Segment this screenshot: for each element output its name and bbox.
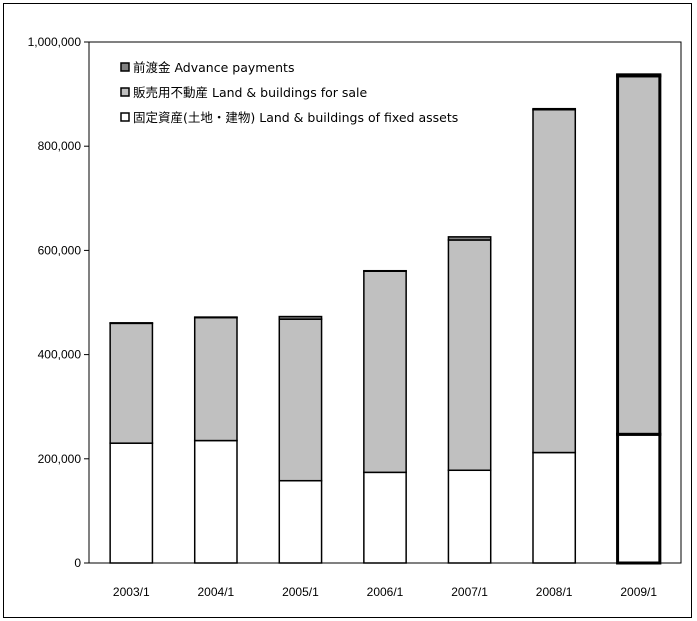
bar-segment: [193, 316, 238, 319]
bar-segment: [616, 432, 662, 565]
bar-segment: [109, 442, 154, 564]
legend-label: 前渡金 Advance payments: [133, 60, 294, 75]
plot-area: 0 200,000 400,000 600,000 800,000 1,000,000 2…: [28, 35, 682, 599]
bar-segment: [193, 439, 238, 564]
x-tick-label: 2007/1: [451, 585, 488, 599]
legend-label: 販売用不動産 Land & buildings for sale: [133, 85, 368, 100]
bar-segment: [616, 73, 662, 78]
y-axis: 0 200,000 400,000 600,000 800,000 1,000,000: [28, 35, 89, 570]
bar-segment: [363, 471, 407, 564]
bar-segment: [616, 74, 662, 436]
bar-segment: [447, 239, 492, 472]
y-tick-label: 400,000: [38, 348, 82, 362]
legend-swatch: [120, 87, 130, 97]
x-tick-label: 2009/1: [620, 585, 657, 599]
y-tick-label: 800,000: [38, 139, 82, 153]
bar-segment: [363, 270, 407, 474]
x-tick-label: 2008/1: [536, 585, 573, 599]
legend: 前渡金 Advance payments 販売用不動産 Land & buildi…: [120, 60, 458, 125]
bar-segment: [278, 318, 323, 482]
x-tick-label: 2004/1: [198, 585, 235, 599]
y-tick-label: 1,000,000: [28, 35, 82, 49]
legend-swatch: [120, 112, 130, 122]
legend-swatch: [120, 62, 130, 72]
bar-segment: [278, 315, 323, 320]
x-tick-label: 2003/1: [113, 585, 150, 599]
y-tick-label: 0: [74, 556, 81, 570]
bar-segment: [363, 269, 407, 272]
bar-segment: [532, 108, 577, 454]
x-tick-label: 2006/1: [367, 585, 404, 599]
bars: [109, 73, 662, 565]
bar-segment: [532, 451, 577, 564]
bar-segment: [109, 322, 154, 325]
x-tick-label: 2005/1: [282, 585, 319, 599]
bar-segment: [278, 479, 323, 564]
y-tick-label: 600,000: [38, 243, 82, 257]
x-axis: 2003/1 2004/1 2005/1 2006/1 2007/1 2008/1 2009…: [113, 585, 657, 599]
bar-segment: [109, 322, 154, 444]
legend-label: 固定資産(土地・建物) Land & buildings of fixed as…: [133, 110, 458, 125]
bar-segment: [447, 469, 492, 564]
y-tick-label: 200,000: [38, 452, 82, 466]
bar-segment: [532, 107, 577, 111]
bar-segment: [193, 316, 238, 442]
bar-segment: [447, 236, 492, 241]
